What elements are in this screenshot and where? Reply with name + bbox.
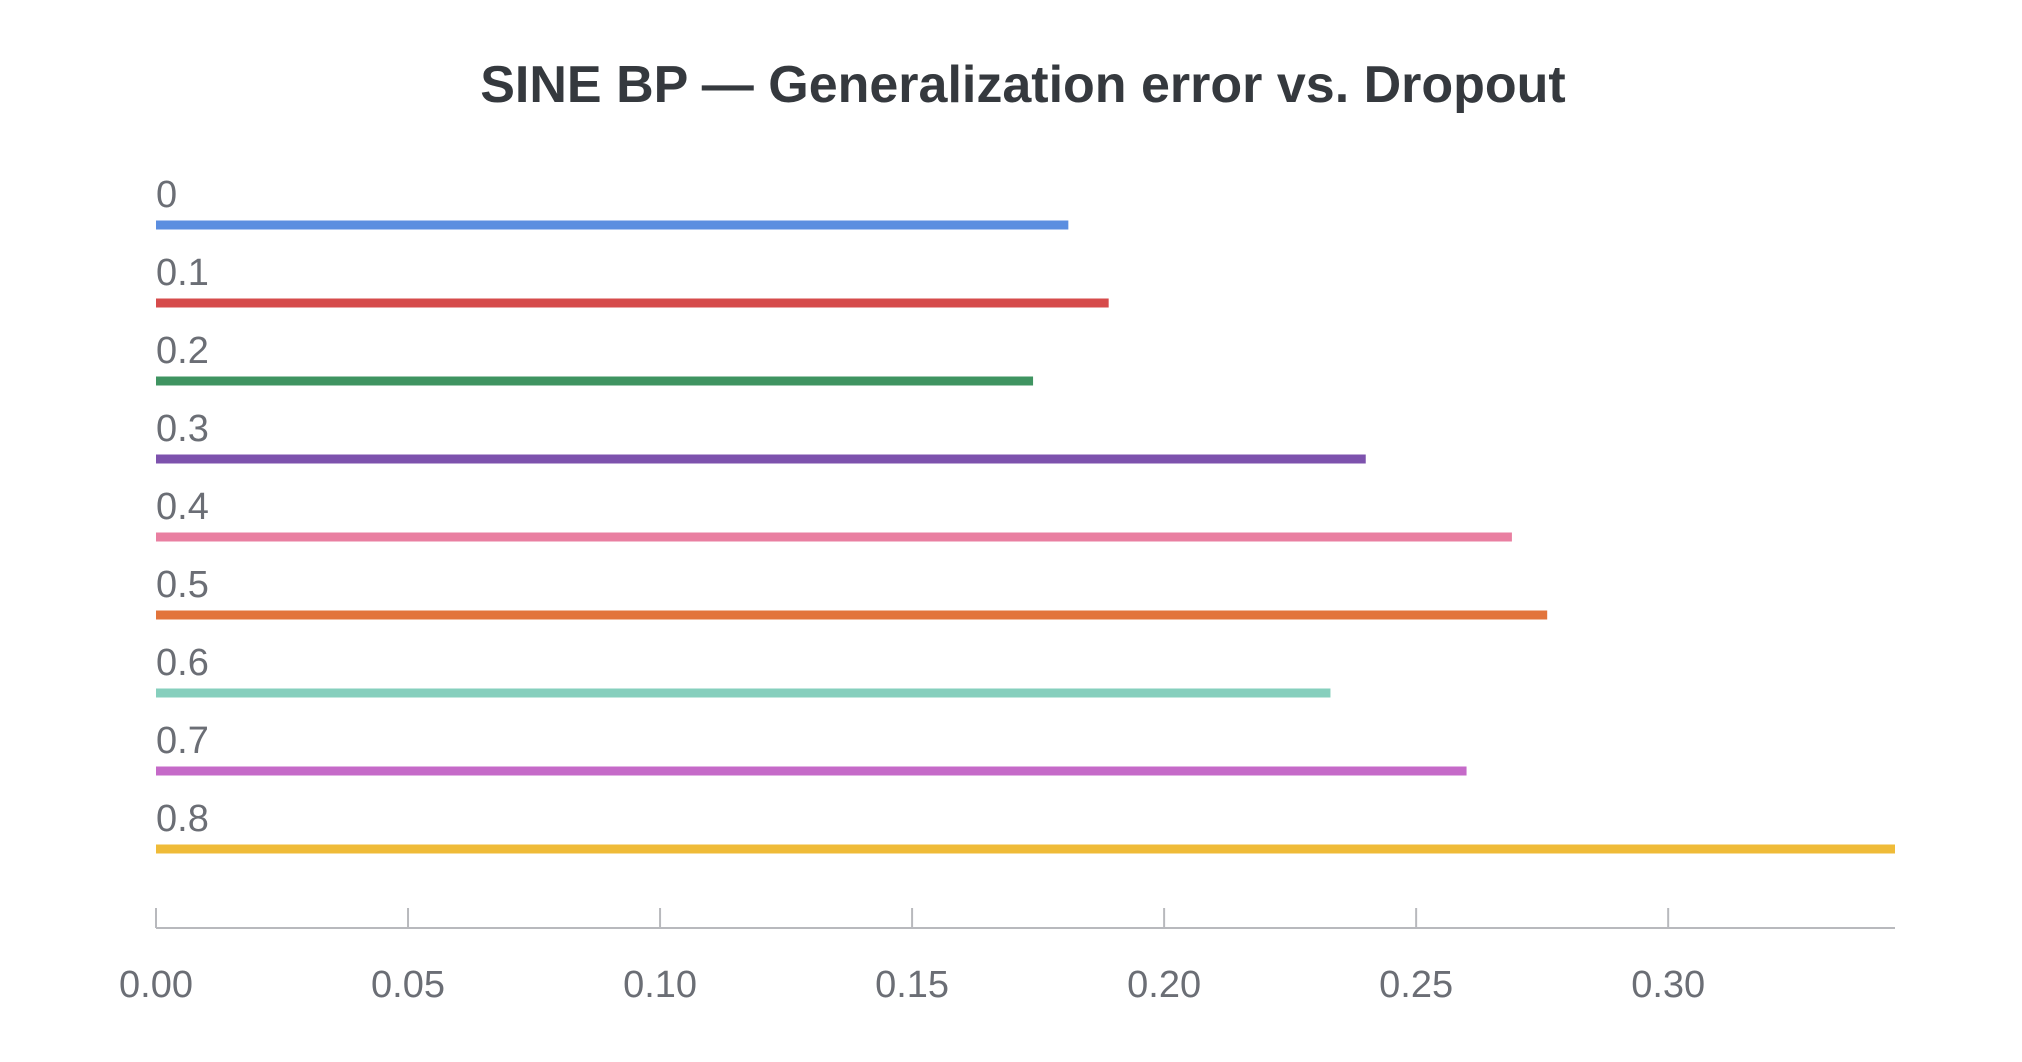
x-tick-label: 0.05 [371,964,445,1006]
bar [156,532,1512,542]
x-tick-label: 0.25 [1379,964,1453,1006]
category-label: 0.3 [156,408,209,450]
bar [156,454,1366,464]
x-tick-label: 0.20 [1127,964,1201,1006]
category-label: 0.7 [156,720,209,762]
category-label: 0.2 [156,330,209,372]
category-label: 0.5 [156,564,209,606]
x-tick-label: 0.30 [1631,964,1705,1006]
x-tick-label: 0.15 [875,964,949,1006]
x-axis: 0.00 0.05 0.10 0.15 0.20 0.25 0.30 [119,908,1895,1006]
bar [156,298,1109,308]
category-label: 0.8 [156,798,209,840]
bar [156,376,1034,386]
bar [156,220,1069,230]
category-label: 0 [156,174,177,216]
bar [156,610,1548,620]
category-label: 0.1 [156,252,209,294]
category-label: 0.4 [156,486,209,528]
bar [156,844,1895,854]
bars-group: 0 0.1 0.2 0.3 0.4 0.5 0.6 0.7 0.8 [156,174,1895,854]
x-tick-label: 0.10 [623,964,697,1006]
x-tick-label: 0.00 [119,964,193,1006]
chart-title: SINE BP — Generalization error vs. Dropo… [480,56,1566,114]
bar [156,688,1331,698]
bar [156,766,1467,776]
category-label: 0.6 [156,642,209,684]
